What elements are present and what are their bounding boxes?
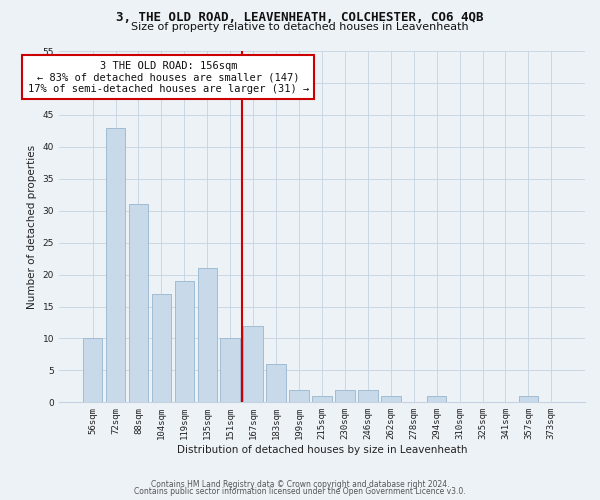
Bar: [312, 396, 332, 402]
Bar: [129, 204, 148, 402]
Bar: [220, 338, 240, 402]
Text: 3, THE OLD ROAD, LEAVENHEATH, COLCHESTER, CO6 4QB: 3, THE OLD ROAD, LEAVENHEATH, COLCHESTER…: [116, 11, 484, 24]
Bar: [244, 326, 263, 402]
Text: Contains public sector information licensed under the Open Government Licence v3: Contains public sector information licen…: [134, 487, 466, 496]
Bar: [289, 390, 309, 402]
Bar: [83, 338, 103, 402]
Bar: [266, 364, 286, 403]
Bar: [335, 390, 355, 402]
Bar: [427, 396, 446, 402]
Y-axis label: Number of detached properties: Number of detached properties: [27, 144, 37, 308]
Bar: [152, 294, 171, 403]
X-axis label: Distribution of detached houses by size in Leavenheath: Distribution of detached houses by size …: [177, 445, 467, 455]
Bar: [106, 128, 125, 402]
Text: Contains HM Land Registry data © Crown copyright and database right 2024.: Contains HM Land Registry data © Crown c…: [151, 480, 449, 489]
Bar: [197, 268, 217, 402]
Bar: [358, 390, 377, 402]
Text: 3 THE OLD ROAD: 156sqm
← 83% of detached houses are smaller (147)
17% of semi-de: 3 THE OLD ROAD: 156sqm ← 83% of detached…: [28, 60, 309, 94]
Bar: [381, 396, 401, 402]
Bar: [518, 396, 538, 402]
Text: Size of property relative to detached houses in Leavenheath: Size of property relative to detached ho…: [131, 22, 469, 32]
Bar: [175, 281, 194, 402]
